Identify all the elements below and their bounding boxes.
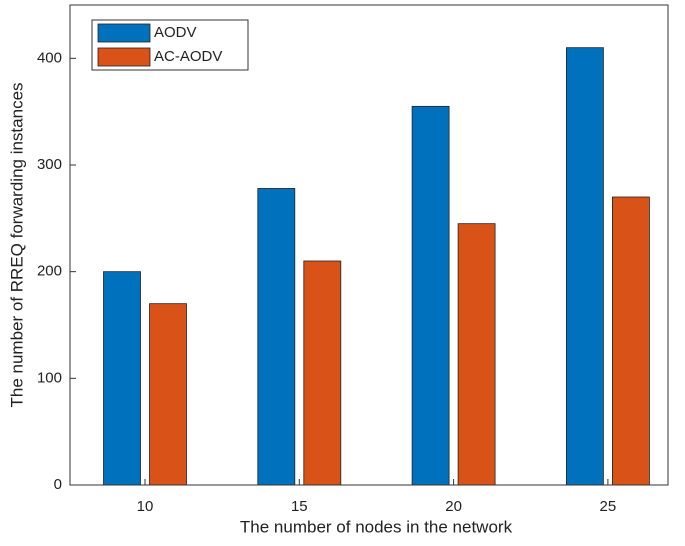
y-tick-label: 200 xyxy=(37,263,62,280)
x-tick-label: 10 xyxy=(137,498,154,515)
bar xyxy=(566,47,604,486)
bar xyxy=(149,303,187,486)
y-tick-label: 100 xyxy=(37,369,62,386)
y-tick-label: 0 xyxy=(54,476,62,493)
bar xyxy=(457,223,496,486)
legend-swatch xyxy=(97,47,151,67)
y-axis-label: The number of RREQ forwarding instances xyxy=(7,82,26,407)
y-tick-label: 400 xyxy=(37,49,62,66)
x-tick-label: 25 xyxy=(600,498,617,515)
bar xyxy=(257,188,296,486)
x-tick-label: 15 xyxy=(291,498,308,515)
bar xyxy=(103,271,141,486)
bar xyxy=(411,105,450,486)
plot-frame xyxy=(69,4,669,486)
legend-label: AODV xyxy=(154,24,197,41)
x-tick-label: 20 xyxy=(445,498,462,515)
bar xyxy=(612,196,650,486)
x-axis-label: The number of nodes in the network xyxy=(240,517,513,536)
y-tick-label: 300 xyxy=(37,156,62,173)
legend-label: AC-AODV xyxy=(154,48,222,65)
bar xyxy=(303,260,342,486)
legend-swatch xyxy=(97,23,151,43)
